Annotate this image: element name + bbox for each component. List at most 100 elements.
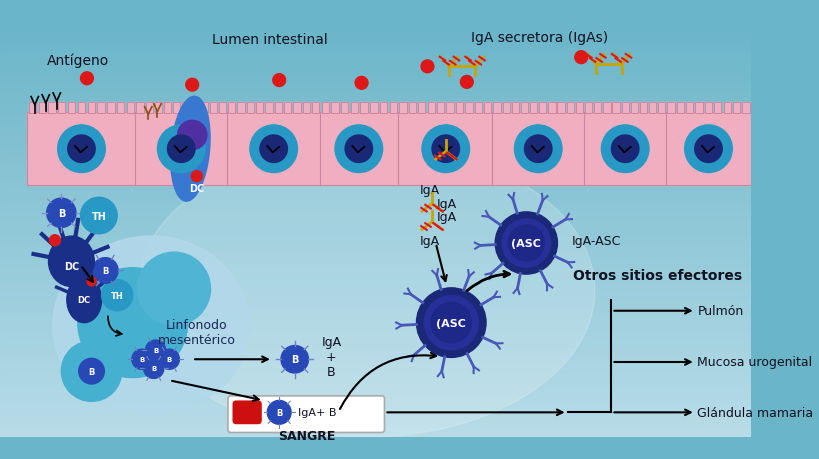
Bar bbox=[732, 103, 740, 114]
Bar bbox=[27, 113, 749, 186]
Bar bbox=[274, 103, 282, 114]
Circle shape bbox=[250, 126, 297, 173]
Bar bbox=[418, 103, 425, 114]
Bar bbox=[97, 103, 105, 114]
Bar bbox=[474, 103, 482, 114]
Bar bbox=[0, 264, 749, 270]
Bar bbox=[312, 103, 319, 114]
Bar bbox=[722, 103, 730, 114]
Bar bbox=[695, 103, 702, 114]
Bar bbox=[0, 280, 749, 285]
Bar bbox=[455, 103, 463, 114]
Bar bbox=[0, 85, 749, 91]
Bar bbox=[741, 103, 749, 114]
Bar bbox=[446, 103, 453, 114]
Circle shape bbox=[178, 121, 206, 150]
Bar bbox=[237, 103, 244, 114]
Bar bbox=[228, 103, 235, 114]
Bar bbox=[566, 103, 573, 114]
Circle shape bbox=[524, 136, 551, 163]
Text: B: B bbox=[57, 208, 65, 218]
Bar bbox=[136, 103, 143, 114]
Bar bbox=[603, 103, 610, 114]
Bar bbox=[256, 103, 263, 114]
Bar bbox=[593, 103, 600, 114]
Bar bbox=[302, 103, 310, 114]
Bar bbox=[0, 211, 749, 218]
Bar bbox=[0, 185, 749, 191]
Bar bbox=[0, 17, 749, 23]
Text: Linfonodo
mesentérico: Linfonodo mesentérico bbox=[158, 318, 235, 346]
Bar bbox=[538, 103, 545, 114]
Bar bbox=[0, 101, 749, 107]
Text: B: B bbox=[102, 266, 108, 275]
Bar bbox=[566, 103, 573, 114]
Bar bbox=[0, 133, 749, 139]
Bar bbox=[0, 353, 749, 359]
Bar bbox=[341, 103, 348, 114]
Bar bbox=[704, 103, 711, 114]
Bar bbox=[274, 103, 282, 114]
Text: TH: TH bbox=[91, 211, 106, 221]
Bar bbox=[0, 406, 749, 412]
Bar bbox=[0, 159, 749, 165]
Bar bbox=[351, 103, 358, 114]
Circle shape bbox=[57, 126, 105, 173]
Bar bbox=[182, 103, 189, 114]
Bar bbox=[0, 22, 749, 28]
Bar bbox=[612, 103, 619, 114]
Bar bbox=[136, 103, 143, 114]
Bar bbox=[38, 103, 46, 114]
Bar bbox=[88, 103, 95, 114]
Bar bbox=[27, 113, 749, 186]
Bar bbox=[418, 103, 425, 114]
Text: Mucosa urogenital: Mucosa urogenital bbox=[697, 356, 812, 369]
Bar bbox=[648, 103, 655, 114]
Circle shape bbox=[145, 340, 165, 360]
Bar bbox=[658, 103, 665, 114]
Bar bbox=[0, 327, 749, 333]
Bar bbox=[0, 33, 749, 39]
Bar bbox=[704, 103, 711, 114]
Bar bbox=[0, 301, 749, 307]
Circle shape bbox=[335, 126, 382, 173]
Bar bbox=[0, 290, 749, 296]
Circle shape bbox=[422, 126, 469, 173]
Circle shape bbox=[167, 136, 195, 163]
Bar bbox=[0, 64, 749, 70]
Bar bbox=[529, 103, 536, 114]
Bar bbox=[29, 103, 36, 114]
Bar bbox=[0, 243, 749, 249]
Bar bbox=[520, 103, 527, 114]
Circle shape bbox=[157, 126, 205, 173]
Bar bbox=[0, 432, 749, 438]
Bar bbox=[0, 316, 749, 323]
Bar bbox=[219, 103, 226, 114]
Bar bbox=[265, 103, 273, 114]
Bar bbox=[0, 379, 749, 386]
Bar bbox=[360, 103, 368, 114]
Bar bbox=[612, 103, 619, 114]
Circle shape bbox=[49, 235, 61, 246]
Circle shape bbox=[260, 136, 287, 163]
Text: (ASC: (ASC bbox=[436, 318, 466, 328]
Bar bbox=[639, 103, 646, 114]
Bar bbox=[0, 411, 749, 417]
Bar bbox=[408, 103, 415, 114]
Bar bbox=[0, 54, 749, 60]
Bar bbox=[200, 103, 207, 114]
Circle shape bbox=[137, 252, 210, 326]
Text: Antígeno: Antígeno bbox=[47, 54, 109, 68]
Bar bbox=[630, 103, 637, 114]
Circle shape bbox=[143, 358, 164, 379]
Bar bbox=[351, 103, 358, 114]
Circle shape bbox=[459, 76, 473, 89]
Bar bbox=[0, 358, 749, 364]
Bar bbox=[0, 174, 749, 181]
Bar bbox=[0, 38, 749, 44]
Bar bbox=[389, 103, 396, 114]
Bar bbox=[283, 103, 291, 114]
Text: IgA-ASC: IgA-ASC bbox=[572, 234, 621, 247]
Bar bbox=[164, 103, 171, 114]
Bar bbox=[741, 103, 749, 114]
